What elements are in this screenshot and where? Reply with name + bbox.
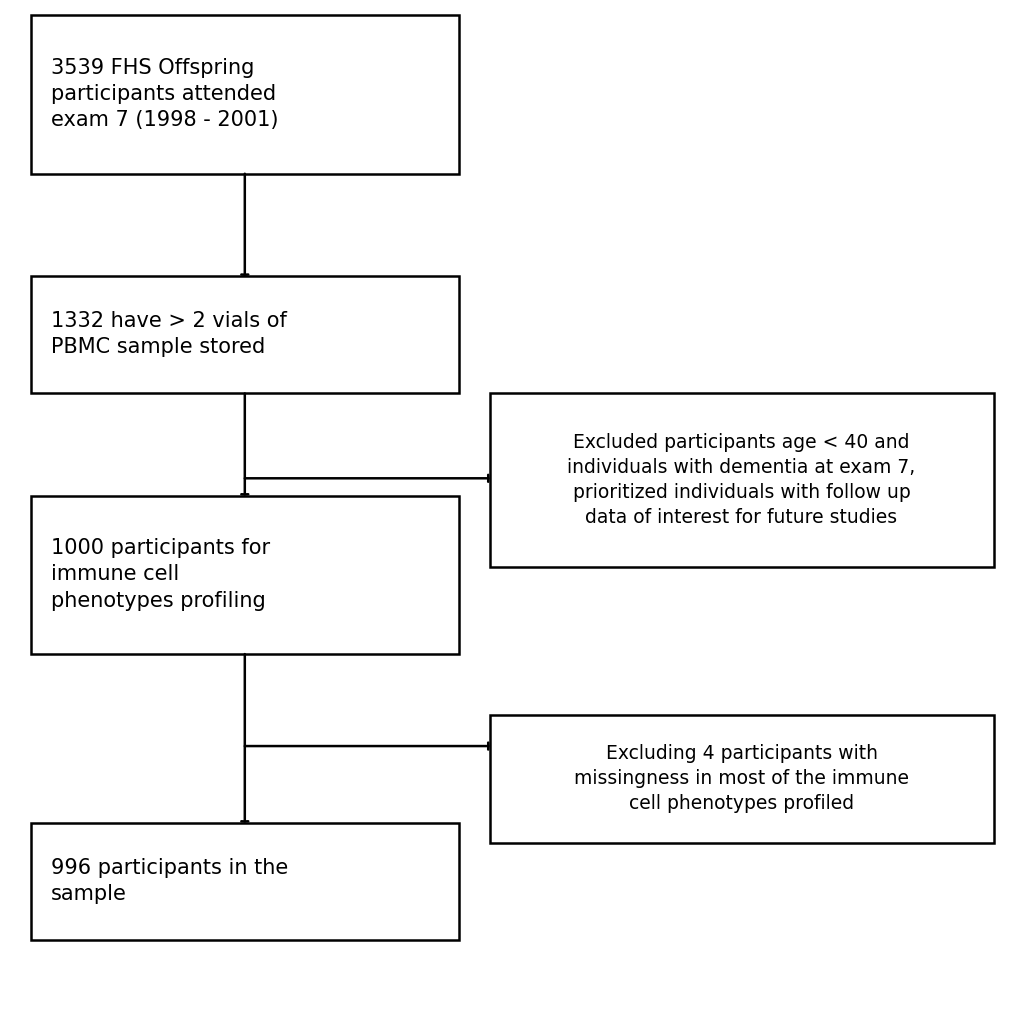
Text: Excluded participants age < 40 and
individuals with dementia at exam 7,
prioriti: Excluded participants age < 40 and indiv… [567, 433, 915, 527]
Text: 996 participants in the
sample: 996 participants in the sample [51, 857, 288, 904]
FancyBboxPatch shape [489, 393, 994, 567]
Text: 1000 participants for
immune cell
phenotypes profiling: 1000 participants for immune cell phenot… [51, 538, 270, 611]
FancyBboxPatch shape [31, 15, 459, 174]
Text: Excluding 4 participants with
missingness in most of the immune
cell phenotypes : Excluding 4 participants with missingnes… [574, 744, 908, 814]
FancyBboxPatch shape [489, 715, 994, 843]
FancyBboxPatch shape [31, 276, 459, 393]
FancyBboxPatch shape [31, 496, 459, 654]
FancyBboxPatch shape [31, 823, 459, 940]
Text: 1332 have > 2 vials of
PBMC sample stored: 1332 have > 2 vials of PBMC sample store… [51, 311, 286, 358]
Text: 3539 FHS Offspring
participants attended
exam 7 (1998 - 2001): 3539 FHS Offspring participants attended… [51, 57, 278, 131]
